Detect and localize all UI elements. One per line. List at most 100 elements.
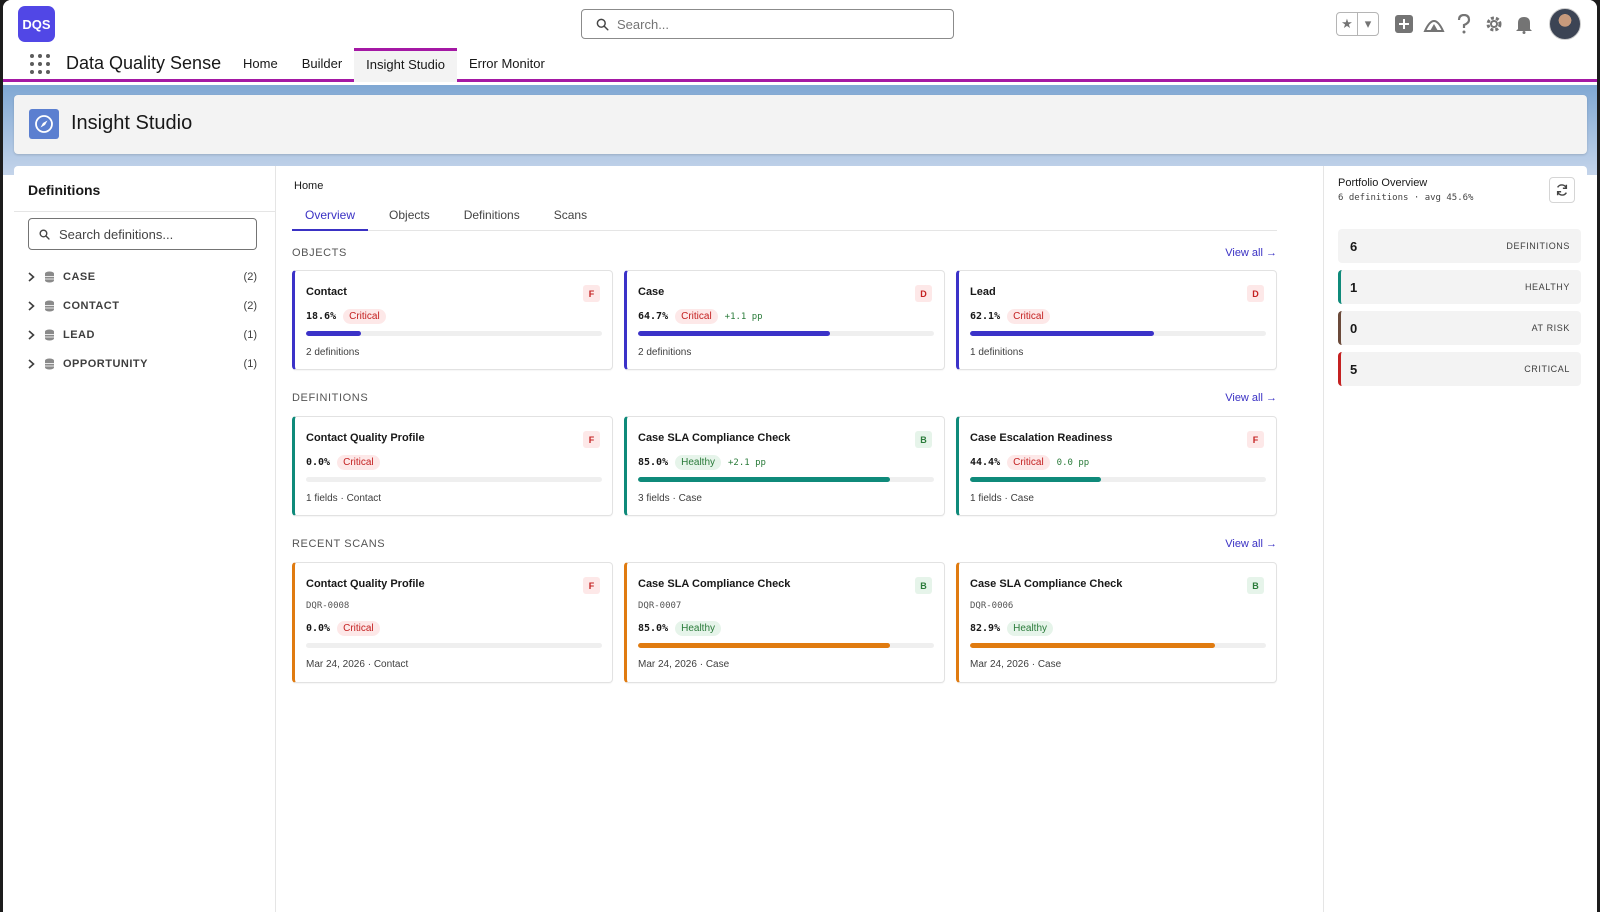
stat-label: DEFINITIONS [1506,241,1570,251]
nav-item-home[interactable]: Home [243,56,278,71]
nav-item-builder[interactable]: Builder [301,56,343,71]
tree-item-case[interactable]: CASE (2) [28,262,257,291]
progress-fill [638,477,890,482]
stat-critical: 5 CRITICAL [1338,352,1581,386]
nav-item-insight-studio[interactable]: Insight Studio [354,48,457,82]
card-title: Contact Quality Profile [306,432,425,444]
status-badge: Healthy [675,455,722,470]
stat-healthy: 1 HEALTHY [1338,270,1581,304]
tree-item-contact[interactable]: CONTACT (2) [28,291,257,320]
tab-overview[interactable]: Overview [292,206,369,231]
refresh-button[interactable] [1549,177,1575,203]
help-icon[interactable] [1453,13,1475,35]
tree-item-count: (2) [243,270,257,283]
tab-scans[interactable]: Scans [553,208,588,222]
chevron-right-icon[interactable] [28,358,38,369]
view-all-link[interactable]: View all → [1225,538,1277,550]
database-icon [44,358,57,370]
score-percent: 62.1% [970,311,1001,322]
trailhead-icon[interactable] [1423,13,1445,35]
gear-icon[interactable] [1483,13,1505,35]
card-metric: 64.7% Critical +1.1 pp [638,309,763,324]
compass-icon [29,109,59,139]
status-badge: Healthy [675,621,722,636]
score-percent: 0.0% [306,457,331,468]
card-footer: 1 fields · Case [970,493,1034,504]
app-logo[interactable]: DQS [18,6,55,42]
status-badge: Critical [337,455,380,470]
object-card[interactable]: Case D 64.7% Critical +1.1 pp 2 definiti… [624,270,945,370]
chevron-right-icon[interactable] [28,300,38,311]
status-badge: Critical [1007,309,1050,324]
app-window: DQS Search... ★ ▾ [3,0,1597,912]
score-percent: 64.7% [638,311,669,322]
status-badge: Critical [1007,455,1050,470]
grade-badge: D [915,285,932,302]
chevron-right-icon[interactable] [28,271,38,282]
tab-objects[interactable]: Objects [389,208,430,222]
star-icon[interactable]: ★ [1337,13,1358,35]
stat-value: 6 [1350,238,1358,254]
view-all-link[interactable]: View all → [1225,247,1277,259]
grade-badge: B [915,577,932,594]
status-badge: Critical [337,621,380,636]
card-metric: 18.6% Critical [306,309,393,324]
chevron-right-icon[interactable] [28,329,38,340]
delta-value: 0.0 pp [1056,457,1090,468]
definition-card[interactable]: Contact Quality Profile F 0.0% Critical … [292,416,613,516]
stat-value: 1 [1350,279,1358,295]
tree-item-label: CONTACT [63,299,120,312]
progress-fill [638,331,830,336]
progress-bar [638,477,934,482]
objects-cards: Contact F 18.6% Critical 2 definitions C… [292,270,1277,370]
scan-id: DQR-0007 [638,601,682,611]
stat-at-risk: 0 AT RISK [1338,311,1581,345]
card-footer: 2 definitions [306,347,360,358]
recent-scans-cards: Contact Quality Profile F DQR-0008 0.0% … [292,562,1277,683]
definitions-cards: Contact Quality Profile F 0.0% Critical … [292,416,1277,516]
user-avatar[interactable] [1549,8,1581,40]
tree-item-count: (1) [243,328,257,341]
tree-item-lead[interactable]: LEAD (1) [28,320,257,349]
tree-item-opportunity[interactable]: OPPORTUNITY (1) [28,349,257,378]
progress-bar [638,331,934,336]
card-footer: Mar 24, 2026 · Case [970,659,1062,670]
stat-label: HEALTHY [1524,282,1570,292]
scan-id: DQR-0008 [306,601,350,611]
scan-card[interactable]: Contact Quality Profile F DQR-0008 0.0% … [292,562,613,683]
app-name: Data Quality Sense [66,53,222,73]
view-all-link[interactable]: View all → [1225,392,1277,404]
page-title: Insight Studio [71,112,193,134]
object-card[interactable]: Lead D 62.1% Critical 1 definitions [956,270,1277,370]
score-percent: 0.0% [306,623,331,634]
global-search-input[interactable]: Search... [581,9,954,39]
tree-item-label: OPPORTUNITY [63,357,148,370]
object-card[interactable]: Contact F 18.6% Critical 2 definitions [292,270,613,370]
score-percent: 82.9% [970,623,1001,634]
main-content: Definitions Search definitions... CASE (… [14,166,1587,912]
definitions-search-input[interactable]: Search definitions... [28,218,257,250]
definitions-panel-title: Definitions [28,182,101,198]
global-header: DQS Search... ★ ▾ [3,0,1597,48]
definitions-tree: CASE (2) CONTACT (2) LEAD (1) [28,262,257,378]
grade-badge: F [1247,431,1264,448]
grade-badge: B [1247,577,1264,594]
definition-card[interactable]: Case SLA Compliance Check B 85.0% Health… [624,416,945,516]
tab-definitions[interactable]: Definitions [463,208,520,222]
card-title: Case Escalation Readiness [970,432,1113,444]
scan-card[interactable]: Case SLA Compliance Check B DQR-0006 82.… [956,562,1277,683]
scan-card[interactable]: Case SLA Compliance Check B DQR-0007 85.… [624,562,945,683]
divider [14,211,275,212]
bell-icon[interactable] [1513,13,1535,35]
add-icon[interactable] [1393,13,1415,35]
scan-id: DQR-0006 [970,601,1014,611]
card-footer: 1 fields · Contact [306,493,382,504]
chevron-down-icon[interactable]: ▾ [1364,16,1372,31]
breadcrumb[interactable]: Home [294,180,324,192]
section-title: RECENT SCANS [292,538,386,550]
page-header: Insight Studio [14,95,1587,154]
recent-scans-section-header: RECENT SCANS View all → [292,538,1277,552]
app-launcher-icon[interactable] [30,54,50,74]
nav-item-error-monitor[interactable]: Error Monitor [468,56,545,71]
definition-card[interactable]: Case Escalation Readiness F 44.4% Critic… [956,416,1277,516]
